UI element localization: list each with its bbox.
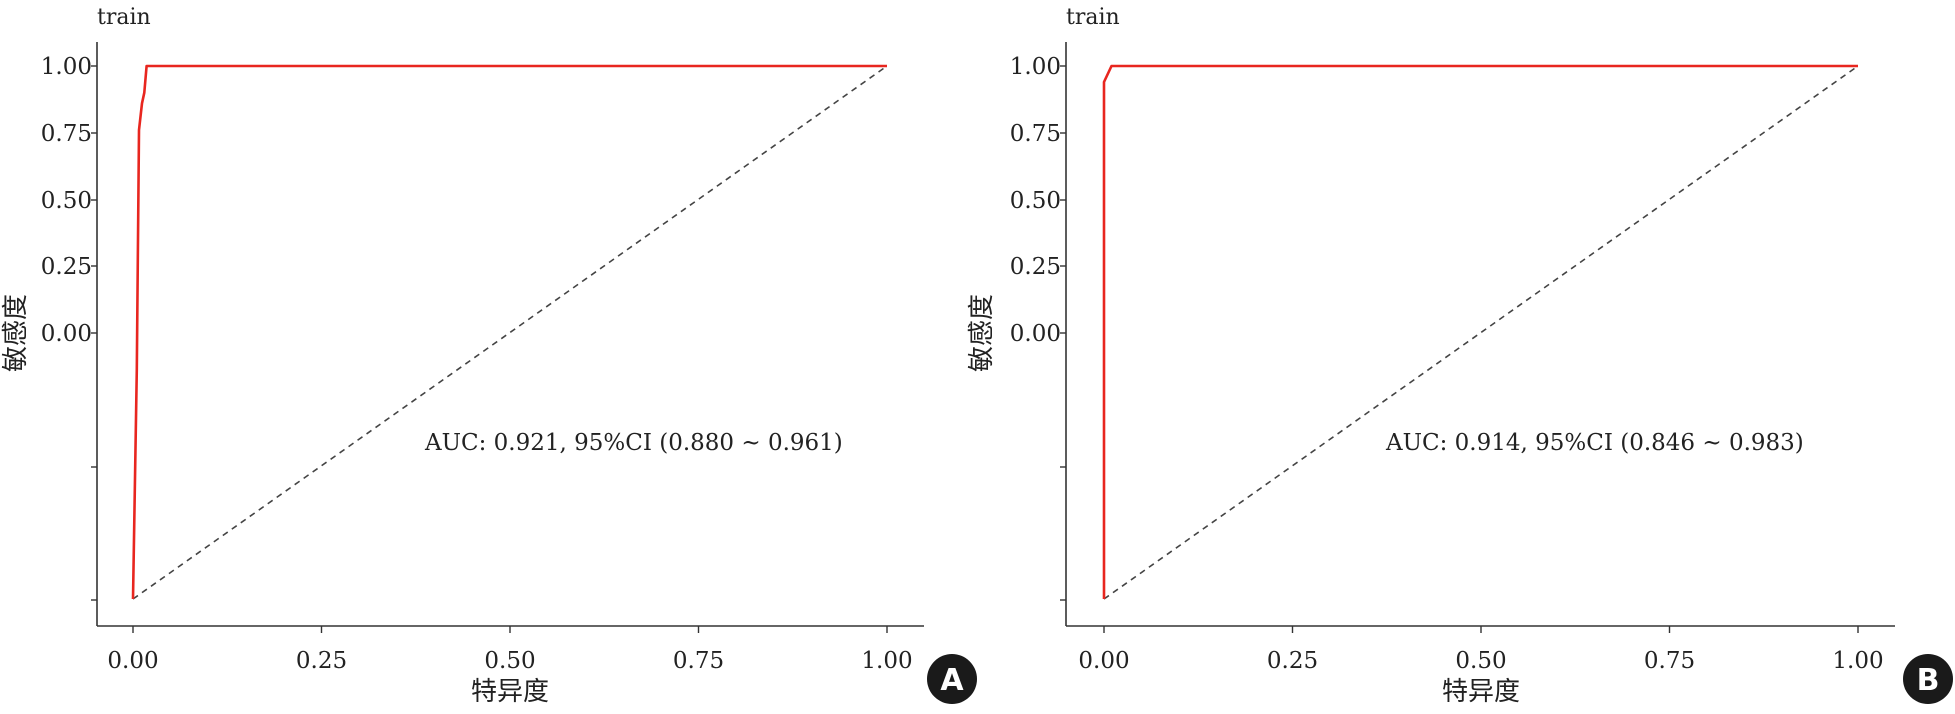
y-tick-label: 1.00 [41,54,92,80]
roc-curve-line [131,64,887,600]
panel-badge-label: B [1917,663,1940,698]
panel-badge-circle [927,654,977,704]
auc-annotation: AUC: 0.914, 95%CI (0.846 ~ 0.983) [1385,430,1804,456]
y-tick-label: 0.75 [1010,121,1061,147]
x-tick-label: 0.25 [1267,648,1318,674]
y-tick-label: 0.50 [41,188,92,214]
panel-title: train [97,5,151,30]
panel-badge-circle [1903,654,1953,704]
y-tick-label: 0.25 [41,254,92,280]
y-axis-title: 敏感度 [967,294,997,372]
x-tick-label: 0.75 [673,648,724,674]
x-axis-title: 特异度 [471,677,549,707]
x-tick-label: 0.00 [107,648,158,674]
x-tick-label: 0.75 [1644,648,1695,674]
y-axis-title: 敏感度 [1,294,31,372]
x-tick-label: 0.25 [296,648,347,674]
y-tick-label: 0.75 [41,121,92,147]
y-tick-label: 0.25 [1010,254,1061,280]
y-tick-label: 0.50 [1010,188,1061,214]
x-tick-label: 1.00 [1832,648,1883,674]
auc-annotation: AUC: 0.921, 95%CI (0.880 ~ 0.961) [424,430,843,456]
panel-badge-label: A [940,663,964,698]
x-tick-label: 0.50 [1455,648,1506,674]
x-axis-title: 特异度 [1442,677,1520,707]
y-tick-label: 1.00 [1010,54,1061,80]
x-tick-label: 0.00 [1078,648,1129,674]
y-tick-label: 0.00 [41,321,92,347]
roc-curve-line [1102,64,1858,599]
x-tick-label: 0.50 [484,648,535,674]
panel-title: train [1066,5,1120,30]
y-tick-label: 0.00 [1010,321,1061,347]
x-tick-label: 1.00 [861,648,912,674]
